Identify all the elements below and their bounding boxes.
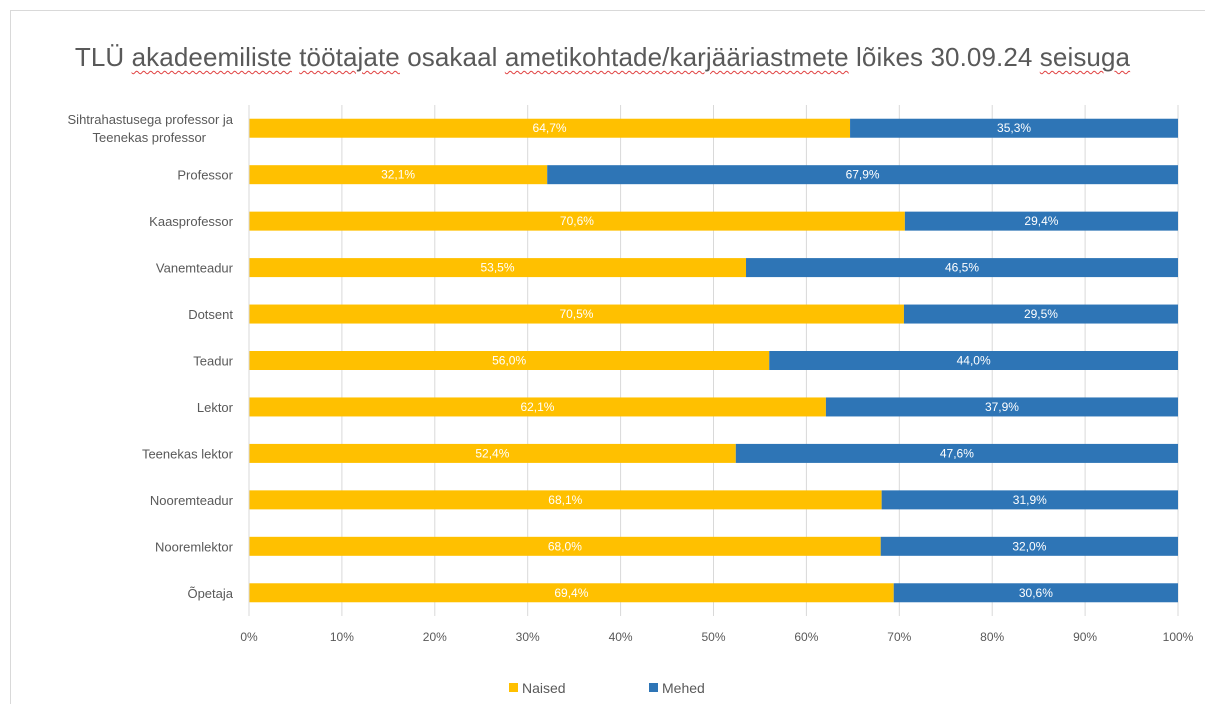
- category-label: Professor: [177, 168, 233, 183]
- x-tick-label: 100%: [1163, 630, 1194, 644]
- chart-title-word: akadeemiliste: [131, 42, 292, 72]
- data-label: 44,0%: [957, 354, 991, 368]
- data-label: 32,0%: [1012, 539, 1046, 553]
- bar-naised: [249, 258, 747, 278]
- bar-naised: [249, 536, 881, 556]
- data-label: 35,3%: [997, 121, 1031, 135]
- bar-mehed: [880, 536, 1178, 556]
- bar-naised: [249, 443, 736, 463]
- data-label: 29,4%: [1024, 214, 1058, 228]
- x-tick-label: 50%: [701, 630, 725, 644]
- x-tick-label: 60%: [794, 630, 818, 644]
- category-label: Kaasprofessor: [149, 214, 233, 229]
- data-label: 30,6%: [1019, 586, 1053, 600]
- data-label: 70,6%: [560, 214, 594, 228]
- category-label: Vanemteadur: [156, 261, 234, 276]
- chart-title: TLÜ akadeemiliste töötajate osakaal amet…: [0, 42, 1205, 73]
- bar-mehed: [735, 443, 1178, 463]
- category-label: Nooremlektor: [155, 539, 234, 554]
- category-label: Lektor: [197, 400, 234, 415]
- chart-title-word: seisuga: [1039, 42, 1131, 72]
- category-label-line: Teenekas professor: [93, 130, 207, 145]
- x-tick-label: 20%: [423, 630, 447, 644]
- chart-title-word: töötajate: [299, 42, 400, 72]
- category-label: Teenekas lektor: [142, 446, 234, 461]
- data-label: 46,5%: [945, 261, 979, 275]
- x-tick-label: 10%: [330, 630, 354, 644]
- bar-mehed: [850, 118, 1178, 138]
- chart-title-word: TLÜ: [74, 42, 125, 72]
- bar-naised: [249, 304, 904, 324]
- bar-mehed: [547, 165, 1178, 185]
- data-label: 47,6%: [940, 446, 974, 460]
- data-label: 69,4%: [554, 586, 588, 600]
- data-label: 64,7%: [533, 121, 567, 135]
- category-label: Õpetaja: [187, 586, 233, 601]
- bar-mehed: [746, 258, 1178, 278]
- bar-mehed: [769, 351, 1178, 370]
- data-label: 67,9%: [846, 168, 880, 182]
- bar-mehed: [904, 211, 1178, 231]
- data-label: 52,4%: [475, 446, 509, 460]
- bar-naised: [249, 351, 770, 370]
- category-label: Nooremteadur: [150, 493, 234, 508]
- chart-title-word: osakaal: [407, 42, 498, 72]
- data-label: 70,5%: [559, 307, 593, 321]
- x-tick-label: 30%: [516, 630, 540, 644]
- legend-label: Naised: [522, 680, 566, 696]
- data-label: 56,0%: [492, 354, 526, 368]
- x-tick-label: 70%: [887, 630, 911, 644]
- chart-title-word: ametikohtade/karjääriastmete: [504, 42, 849, 72]
- data-label: 37,9%: [985, 400, 1019, 414]
- category-label: Teadur: [193, 354, 233, 369]
- bar-naised: [249, 165, 548, 185]
- legend-swatch-naised: [509, 683, 518, 692]
- data-label: 31,9%: [1013, 493, 1047, 507]
- data-label: 68,1%: [548, 493, 582, 507]
- data-label: 32,1%: [381, 168, 415, 182]
- x-tick-label: 40%: [609, 630, 633, 644]
- x-tick-label: 0%: [240, 630, 258, 644]
- x-tick-label: 80%: [980, 630, 1004, 644]
- bar-mehed: [903, 304, 1178, 324]
- bar-naised: [249, 211, 905, 231]
- chart-title-word: lõikes: [856, 42, 924, 72]
- category-label-line: Sihtrahastusega professor ja: [68, 112, 234, 127]
- data-label: 68,0%: [548, 539, 582, 553]
- bar-naised: [249, 397, 826, 417]
- category-label: Dotsent: [188, 307, 233, 322]
- x-tick-label: 90%: [1073, 630, 1097, 644]
- data-label: 29,5%: [1024, 307, 1058, 321]
- bar-naised: [249, 583, 894, 603]
- bar-naised: [249, 490, 882, 510]
- chart-title-word: 30.09.24: [930, 42, 1033, 72]
- bar-mehed: [825, 397, 1178, 417]
- data-label: 62,1%: [520, 400, 554, 414]
- data-label: 53,5%: [480, 261, 514, 275]
- bar-naised: [249, 118, 851, 138]
- legend-swatch-mehed: [649, 683, 658, 692]
- legend-label: Mehed: [662, 680, 705, 696]
- bar-mehed: [881, 490, 1178, 510]
- bar-mehed: [893, 583, 1178, 603]
